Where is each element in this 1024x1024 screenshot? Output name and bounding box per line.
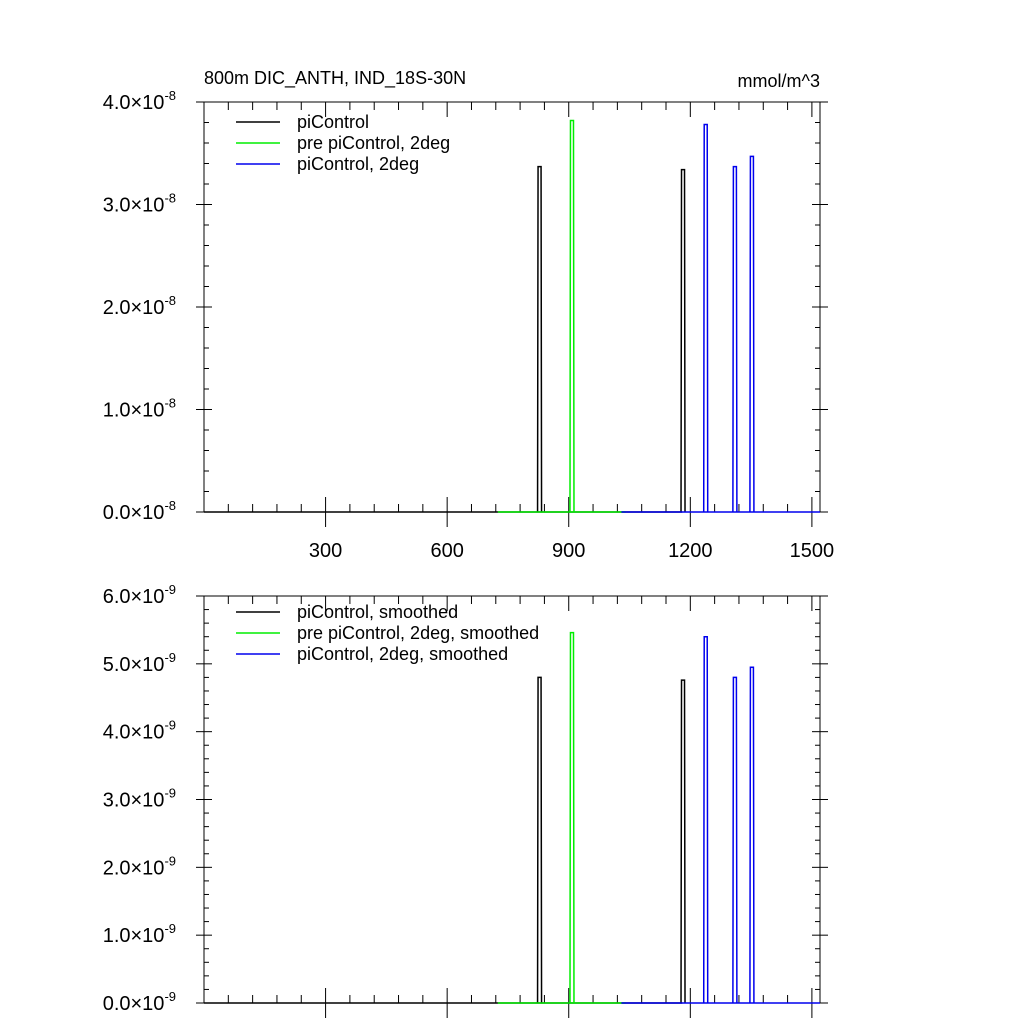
y-tick-label: 4.0×10-9	[103, 718, 176, 744]
y-tick-label: 0.0×10-8	[103, 498, 176, 524]
series-spike	[680, 679, 686, 1004]
y-tick-label: 4.0×10-8	[103, 88, 176, 114]
legend-label: piControl, 2deg	[297, 154, 419, 174]
y-tick-label: 0.0×10-9	[103, 989, 176, 1015]
series-0	[204, 676, 686, 1004]
series-spike	[702, 123, 709, 513]
y-tick-label: 5.0×10-9	[103, 650, 176, 676]
series-1	[497, 631, 626, 1004]
x-tick-label: 300	[309, 540, 342, 562]
legend-label: piControl	[297, 112, 369, 132]
series-spike	[732, 165, 738, 513]
series-spike	[749, 155, 755, 513]
chart-units: mmol/m^3	[738, 71, 820, 91]
series-spike	[680, 168, 686, 513]
legend-label: pre piControl, 2deg, smoothed	[297, 623, 539, 643]
top-panel: 800m DIC_ANTH, IND_18S-30N mmol/m^3 300 6…	[103, 68, 834, 562]
x-tick-label: 900	[552, 540, 585, 562]
y-tick-label: 2.0×10-9	[103, 853, 176, 879]
series-spike	[702, 635, 709, 1004]
legend-label: piControl, smoothed	[297, 602, 458, 622]
series-spike	[536, 165, 543, 513]
x-tick-label: 1500	[790, 540, 835, 562]
series-spike	[569, 631, 575, 1004]
x-tick-label: 1200	[668, 540, 713, 562]
series-spike	[749, 666, 755, 1004]
y-tick-label: 1.0×10-8	[103, 396, 176, 422]
y-tick-label: 6.0×10-9	[103, 582, 176, 608]
series-2	[621, 635, 820, 1004]
y-tick-label: 1.0×10-9	[103, 921, 176, 947]
x-tick-label: 600	[430, 540, 463, 562]
series-spike	[569, 119, 575, 513]
legend-label: piControl, 2deg, smoothed	[297, 644, 508, 664]
y-tick-label: 2.0×10-8	[103, 293, 176, 319]
y-tick-label: 3.0×10-8	[103, 191, 176, 217]
series-2	[621, 123, 820, 513]
legend-label: pre piControl, 2deg	[297, 133, 450, 153]
y-tick-label: 3.0×10-9	[103, 786, 176, 812]
bottom-panel: 0.0×10-9 1.0×10-9 2.0×10-9 3.0×10-9 4.0×10-9…	[103, 582, 828, 1018]
series-spike	[732, 676, 738, 1004]
series-1	[497, 119, 626, 513]
series-0	[204, 165, 686, 513]
chart-title: 800m DIC_ANTH, IND_18S-30N	[204, 68, 466, 89]
series-spike	[536, 676, 543, 1004]
